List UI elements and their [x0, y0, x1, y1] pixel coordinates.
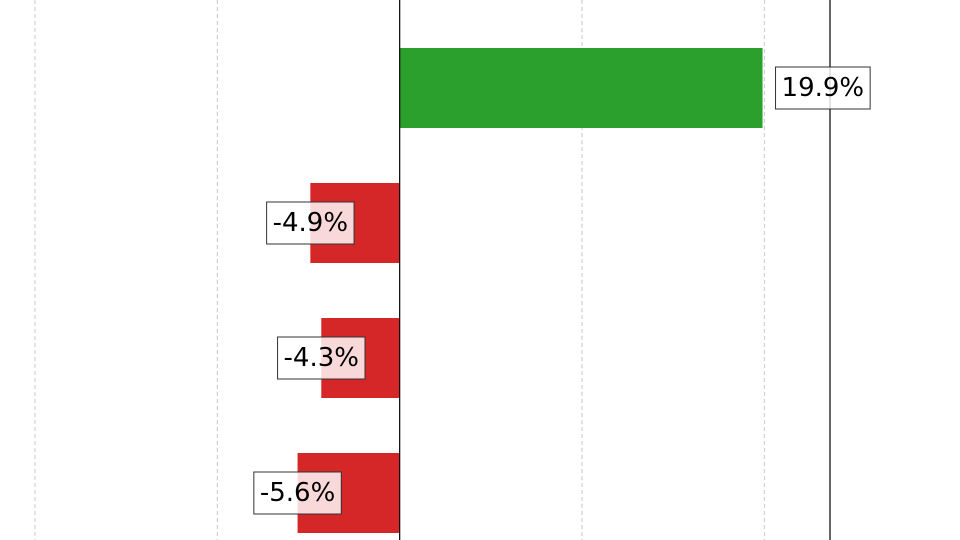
value-label-1: -4.9%	[266, 201, 355, 245]
value-labels: 19.9% -4.9% -4.3% -5.6%	[253, 66, 871, 515]
value-label-text-1: -4.9%	[273, 208, 348, 238]
value-label-box-0	[775, 66, 871, 110]
value-label-text-2: -4.3%	[284, 343, 359, 373]
value-label-box-3	[253, 471, 342, 515]
value-label-box-1	[266, 201, 355, 245]
value-label-2: -4.3%	[277, 336, 366, 380]
value-label-box-2	[277, 336, 366, 380]
value-label-3: -5.6%	[253, 471, 342, 515]
value-label-0: 19.9%	[775, 66, 871, 110]
value-label-text-0: 19.9%	[782, 73, 865, 103]
grid-lines	[34, 0, 765, 540]
bars	[297, 48, 763, 533]
bar-0	[399, 48, 763, 128]
value-label-text-3: -5.6%	[260, 478, 335, 508]
